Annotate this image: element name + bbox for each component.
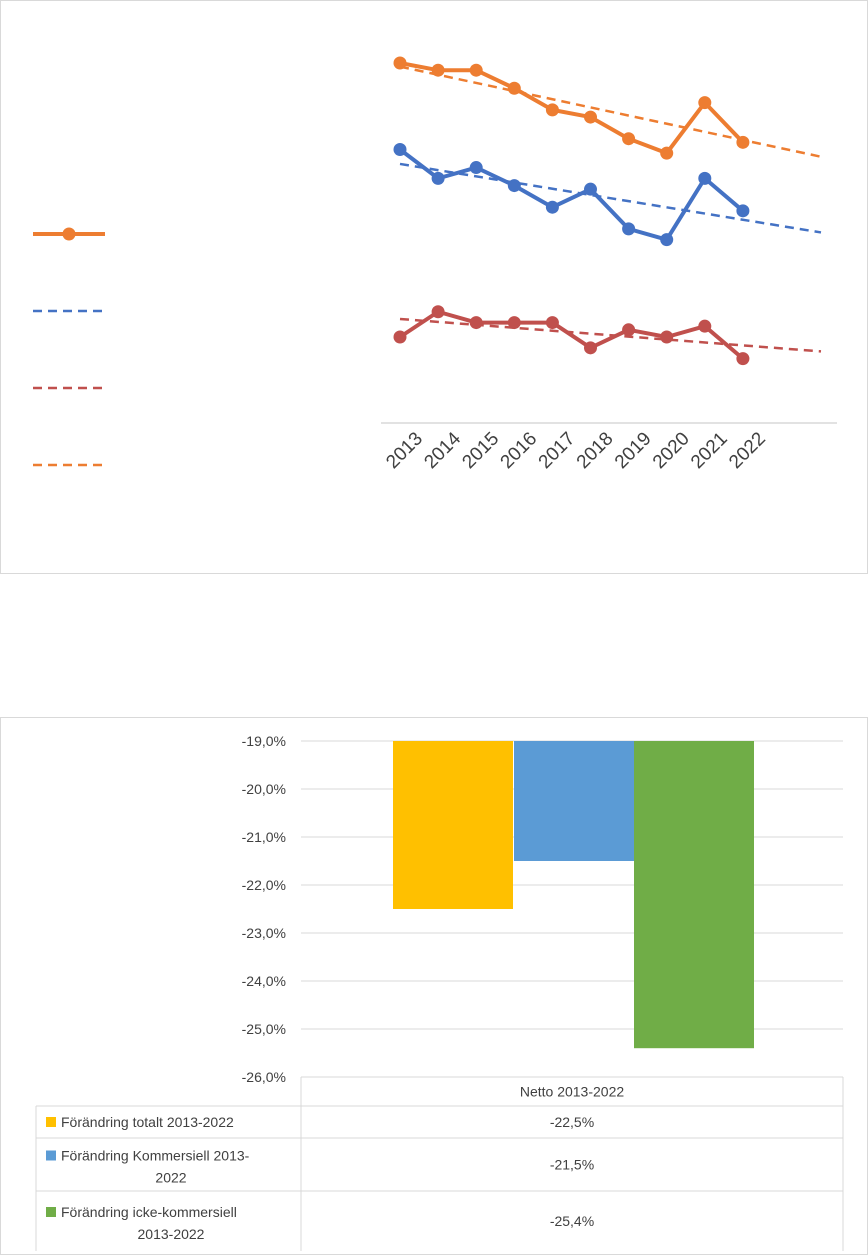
table-row-value: -21,5%	[550, 1157, 594, 1173]
orange-point	[736, 135, 750, 149]
bar-chart: -19,0% -20,0% -21,0% -22,0% -23,0% -24,0% -25,…	[35, 733, 844, 1251]
x-tick-label: 2021	[687, 428, 732, 473]
orange-trend-line	[399, 65, 822, 158]
red-point	[507, 316, 521, 330]
blue-trend-line	[399, 162, 822, 234]
orange-point	[545, 103, 559, 117]
red-point	[660, 330, 674, 344]
blue-point	[507, 179, 521, 193]
x-tick-label: 2022	[725, 428, 770, 473]
bar-3	[634, 741, 754, 1049]
y-tick-label: -19,0%	[242, 733, 286, 749]
x-tick-label: 2013	[382, 428, 427, 473]
blue-point	[431, 171, 445, 185]
x-tick-label: 2018	[573, 428, 618, 473]
legend-swatch-1	[46, 1117, 56, 1127]
table-header: Netto 2013-2022	[520, 1084, 625, 1100]
red-point	[622, 323, 636, 337]
x-tick-label: 2016	[497, 428, 542, 473]
x-tick-label: 2020	[649, 428, 694, 473]
legend-swatch-2	[46, 1150, 56, 1161]
blue-point	[469, 161, 483, 175]
y-tick-label: -22,0%	[242, 877, 286, 893]
blue-point	[545, 200, 559, 214]
orange-series-line	[399, 61, 745, 156]
red-point	[431, 305, 445, 319]
table-row-label: 2022	[155, 1170, 186, 1186]
red-point	[545, 316, 559, 330]
x-tick-label: 2017	[535, 428, 580, 473]
red-point	[393, 330, 407, 344]
blue-point	[584, 182, 597, 196]
blue-point	[660, 233, 674, 247]
orange-point	[393, 56, 407, 70]
blue-point	[622, 222, 636, 236]
y-tick-label: -26,0%	[242, 1069, 286, 1085]
bar-2	[514, 741, 634, 861]
orange-point	[431, 63, 445, 77]
orange-point	[507, 81, 521, 95]
table-row-value: -22,5%	[550, 1114, 594, 1130]
red-point	[584, 341, 597, 355]
legend-swatch-3	[46, 1207, 56, 1217]
table-row-label: 2013-2022	[138, 1226, 205, 1242]
orange-point	[698, 96, 712, 110]
bar-1	[393, 741, 513, 909]
orange-point	[584, 110, 597, 124]
blue-point	[736, 204, 750, 218]
y-tick-label: -23,0%	[242, 925, 286, 941]
red-point	[469, 316, 483, 330]
table-row-label: Förändring icke-kommersiell	[61, 1204, 237, 1220]
blue-point	[393, 143, 407, 157]
orange-point	[622, 132, 636, 146]
orange-point	[469, 63, 483, 77]
legend-orange-marker	[62, 227, 76, 241]
red-series-line	[398, 309, 745, 361]
x-tick-label: 2014	[420, 428, 465, 473]
bar-chart-panel: -19,0% -20,0% -21,0% -22,0% -23,0% -24,0% -25,…	[0, 717, 868, 1255]
x-tick-label: 2015	[458, 428, 503, 473]
y-tick-label: -24,0%	[242, 973, 286, 989]
blue-point	[698, 171, 712, 185]
red-trend-line	[399, 317, 822, 353]
table-row-value: -25,4%	[550, 1213, 594, 1229]
y-tick-label: -20,0%	[242, 781, 286, 797]
blue-series-line	[398, 147, 745, 242]
table-row-label: Förändring Kommersiell 2013-	[61, 1148, 250, 1164]
red-point	[698, 319, 712, 333]
y-tick-label: -25,0%	[242, 1021, 286, 1037]
y-tick-label: -21,0%	[242, 829, 286, 845]
line-chart-panel: 2013 2014 2015 2016 2017 2018 2019 2020 2021 2022	[0, 0, 868, 574]
x-tick-label: 2019	[611, 428, 656, 473]
red-point	[736, 352, 750, 366]
orange-point	[660, 146, 674, 160]
table-row-label: Förändring totalt 2013-2022	[61, 1114, 234, 1130]
